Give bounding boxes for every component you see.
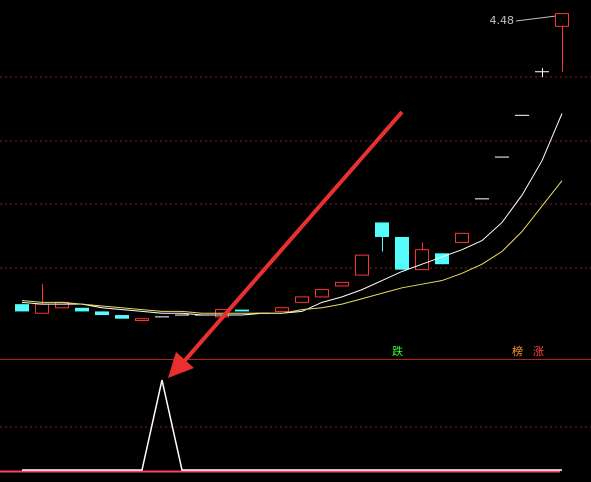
candle-body [535,71,549,73]
arrow-shaft [178,110,404,368]
candle-body [235,309,249,312]
candle-body [435,253,449,265]
candle-body [75,307,89,312]
candle-body [555,13,569,27]
candle-body [395,236,409,270]
candle-body [475,198,489,200]
max-price-pointer [515,15,557,22]
candle-body [175,314,189,316]
candle-body [455,232,469,243]
moving-average-line [21,180,563,314]
max-price-label: 4.48 [490,14,515,27]
candle-body [375,222,389,237]
candle-body [135,318,149,321]
candle-body [315,289,329,298]
signal-label: 涨 [533,345,544,358]
candle-body [495,156,509,158]
candle-body [115,315,129,319]
candle-body [295,296,309,303]
candle-body [335,281,349,287]
candle-body [15,304,29,312]
arrow [168,110,404,378]
candle-body [275,307,289,312]
candle-body [355,254,369,276]
candle-body [35,303,49,314]
signal-label: 跌 [392,344,403,358]
moving-average-line [21,113,563,316]
candle-body [415,249,429,271]
candle-body [155,316,169,318]
arrow-head [168,352,194,378]
candle-body [95,311,109,316]
signal-label: 榜 [512,344,523,358]
dotted-grid [0,76,591,428]
indicator-line [22,379,562,471]
candle-body [515,114,529,116]
